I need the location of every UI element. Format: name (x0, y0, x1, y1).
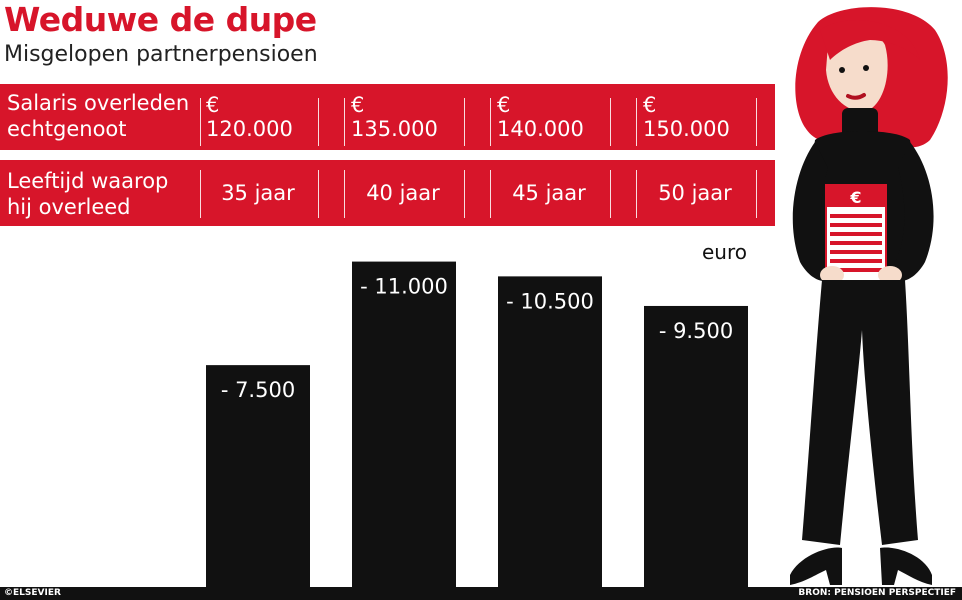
bar-value-label: - 10.500 (506, 289, 594, 313)
age-row-label: Leeftijd waarop hij overleed (7, 169, 169, 219)
column-separator (464, 98, 465, 146)
column-separator (756, 98, 757, 146)
euro-icon: € (849, 188, 861, 207)
column-separator (636, 170, 637, 218)
column-separator (490, 170, 491, 218)
footer-bar: ©ELSEVIER BRON: PENSIOEN PERSPECTIEF (0, 587, 962, 600)
salary-cell: € 150.000 (643, 93, 730, 141)
column-separator (200, 170, 201, 218)
salary-cell: € 140.000 (497, 93, 584, 141)
bar-2 (352, 261, 456, 587)
bar-1 (206, 365, 310, 587)
woman-illustration: € (790, 7, 948, 585)
bar-value-label: - 9.500 (659, 319, 733, 343)
age-cell: 45 jaar (512, 181, 586, 205)
bar-3 (498, 276, 602, 587)
source-label: BRON: PENSIOEN PERSPECTIEF (798, 588, 956, 598)
column-separator (490, 98, 491, 146)
column-separator (318, 98, 319, 146)
bar-value-label: - 11.000 (360, 275, 448, 299)
chart-title: Weduwe de dupe (4, 0, 317, 39)
trousers-shape (802, 280, 918, 545)
face-shape (826, 31, 888, 113)
column-separator (200, 98, 201, 146)
age-cell: 50 jaar (658, 181, 732, 205)
column-separator (344, 98, 345, 146)
bar-value-label: - 7.500 (221, 378, 295, 402)
column-separator (636, 98, 637, 146)
column-separator (464, 170, 465, 218)
unit-label: euro (702, 240, 747, 264)
credit-label: ©ELSEVIER (4, 588, 61, 598)
age-cell: 35 jaar (221, 181, 295, 205)
salary-cell: € 120.000 (206, 93, 293, 141)
salary-row-label: Salaris overleden echtgenoot (7, 91, 190, 141)
bar-4 (644, 305, 748, 587)
age-cell: 40 jaar (366, 181, 440, 205)
column-separator (610, 170, 611, 218)
age-row: Leeftijd waarop hij overleed 35 jaar 40 … (0, 160, 775, 226)
salary-row: Salaris overleden echtgenoot € 120.000 €… (0, 84, 775, 150)
column-separator (610, 98, 611, 146)
column-separator (756, 170, 757, 218)
column-separator (318, 170, 319, 218)
chart-subtitle: Misgelopen partnerpensioen (4, 42, 318, 67)
salary-cell: € 135.000 (351, 93, 438, 141)
column-separator (344, 170, 345, 218)
